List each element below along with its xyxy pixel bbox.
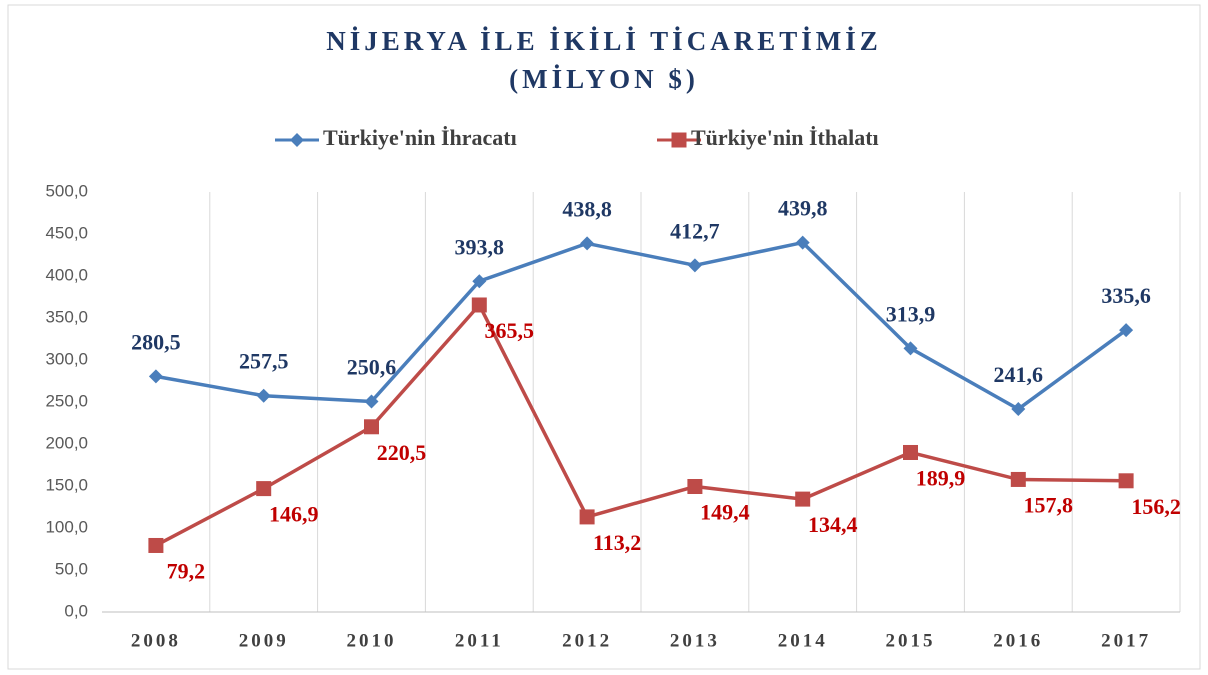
data-label: 250,6	[347, 355, 397, 380]
chart-subtitle: (MİLYON $)	[509, 64, 699, 94]
data-point	[1118, 473, 1134, 489]
y-tick-label: 250,0	[45, 391, 88, 410]
data-point	[471, 297, 487, 313]
series-line	[155, 240, 1128, 411]
data-point	[580, 236, 595, 251]
y-tick-label: 100,0	[45, 517, 88, 536]
x-tick-label: 2016	[993, 630, 1043, 651]
y-tick-label: 450,0	[45, 223, 88, 242]
data-label: 79,2	[167, 559, 206, 584]
legend-marker	[671, 132, 687, 148]
data-label: 156,2	[1131, 494, 1181, 519]
x-tick-label: 2008	[131, 630, 181, 651]
data-label: 113,2	[593, 530, 641, 555]
y-tick-label: 0,0	[64, 601, 88, 620]
y-tick-label: 350,0	[45, 307, 88, 326]
data-label: 146,9	[269, 502, 319, 527]
data-point	[903, 341, 918, 356]
data-label: 149,4	[700, 500, 750, 525]
data-label: 257,5	[239, 349, 289, 374]
data-label: 438,8	[562, 196, 612, 221]
data-label: 134,4	[808, 512, 858, 537]
legend-label: Türkiye'nin İthalatı	[691, 125, 879, 150]
data-point	[256, 388, 271, 403]
data-point	[148, 369, 163, 384]
legend-marker	[290, 133, 304, 147]
y-tick-label: 200,0	[45, 433, 88, 452]
chart-title: NİJERYA İLE İKİLİ TİCARETİMİZ	[326, 26, 881, 56]
data-label: 439,8	[778, 196, 828, 221]
data-point	[687, 479, 703, 495]
series-line	[155, 303, 1127, 548]
data-point	[795, 491, 811, 507]
data-label: 157,8	[1024, 492, 1074, 517]
data-label: 220,5	[377, 440, 427, 465]
x-tick-label: 2011	[455, 630, 504, 651]
x-tick-label: 2017	[1101, 630, 1151, 651]
data-point	[148, 537, 164, 553]
chart-border	[7, 4, 1201, 670]
y-tick-label: 50,0	[55, 559, 88, 578]
data-label: 280,5	[131, 329, 181, 354]
data-label: 412,7	[670, 218, 720, 243]
data-label: 189,9	[916, 466, 966, 491]
y-tick-label: 400,0	[45, 265, 88, 284]
data-label: 365,5	[485, 318, 535, 343]
data-label: 335,6	[1101, 283, 1151, 308]
data-point	[1011, 402, 1026, 417]
x-tick-label: 2014	[778, 630, 828, 651]
data-point	[579, 509, 595, 525]
y-tick-label: 500,0	[45, 181, 88, 200]
x-tick-label: 2012	[562, 630, 612, 651]
legend-label: Türkiye'nin İhracatı	[323, 125, 517, 150]
data-label: 241,6	[994, 362, 1044, 387]
y-tick-label: 300,0	[45, 349, 88, 368]
data-point	[364, 419, 379, 435]
data-point	[903, 444, 918, 460]
x-tick-label: 2009	[239, 630, 289, 651]
data-point	[256, 481, 272, 497]
data-point	[364, 394, 379, 409]
data-point	[795, 235, 810, 250]
x-tick-label: 2010	[347, 630, 397, 651]
y-tick-label: 150,0	[45, 475, 88, 494]
data-point	[687, 258, 702, 273]
data-point	[1119, 323, 1134, 338]
data-label: 393,8	[455, 234, 505, 259]
data-point	[472, 274, 487, 289]
data-point	[1010, 471, 1026, 487]
data-label: 313,9	[886, 301, 936, 326]
x-tick-label: 2015	[886, 630, 936, 651]
x-tick-label: 2013	[670, 630, 720, 651]
